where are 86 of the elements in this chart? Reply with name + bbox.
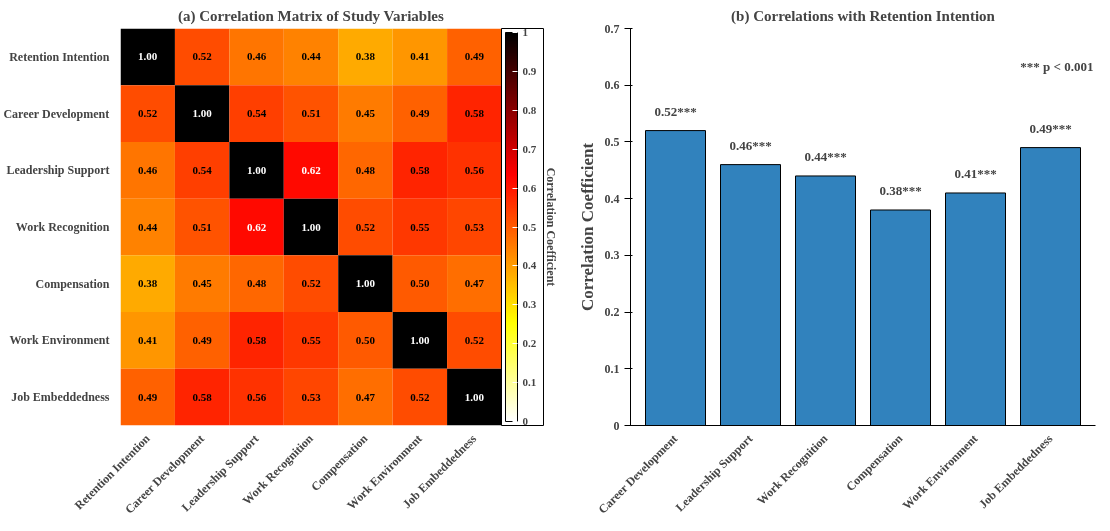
y-tick-label: Leadership Support	[6, 163, 110, 178]
y-tick-label: Work Environment	[9, 333, 110, 348]
data-label: 0.50	[355, 333, 376, 346]
data-label: 0.38	[138, 277, 158, 290]
data-label: 0.62	[246, 220, 267, 233]
data-label: 1.00	[410, 333, 430, 346]
y-tick-label: 0.6	[604, 78, 620, 93]
data-label: 0.62	[301, 163, 322, 176]
data-label: 0.49	[138, 390, 158, 403]
color-bar-label: 0.9	[522, 64, 537, 77]
color-bar-label: 0.8	[522, 103, 537, 116]
y-tick-label: Career Development	[3, 106, 110, 121]
data-label: 0.41***	[954, 165, 997, 181]
data-label: 0.55	[301, 333, 322, 346]
data-label: 0.49***	[1029, 120, 1072, 136]
data-label: 0.53	[464, 220, 485, 233]
data-label: 1.00	[246, 163, 267, 176]
y-tick-label: 0.5	[604, 134, 620, 149]
data-label: 0.49	[410, 107, 430, 120]
data-label: 0.44***	[804, 148, 847, 164]
color-bar-label: 0.3	[522, 298, 537, 311]
y-tick-label: 0	[613, 418, 620, 433]
color-bar-label: 1	[522, 26, 528, 38]
color-bar-label: 0.1	[522, 376, 537, 389]
data-label: 0.46***	[729, 137, 772, 153]
data-label: 0.58	[410, 163, 430, 176]
data-label: 0.46	[138, 163, 158, 176]
data-label: 0.49	[192, 333, 213, 346]
color-bar-label: 0.4	[522, 259, 537, 272]
data-label: 0.47	[355, 390, 376, 403]
color-bar-label: 0.7	[522, 142, 537, 155]
y-tick-label: 0.2	[604, 305, 620, 320]
data-label: 0.38	[355, 50, 376, 63]
data-label: 0.54	[192, 163, 213, 176]
data-label: 0.58	[464, 107, 485, 120]
data-label: 0.46	[246, 50, 267, 63]
chart-title: (a) Correlation Matrix of Study Variables	[177, 7, 445, 25]
color-bar-title: Correlation Coefficient	[543, 167, 558, 287]
y-tick-label: 0.3	[604, 248, 620, 263]
color-bar-label: 0	[522, 415, 529, 427]
data-label: 0.55	[410, 220, 430, 233]
data-label: 0.44	[301, 50, 322, 63]
data-label: 0.45	[355, 107, 376, 120]
data-label: 1.00	[192, 107, 213, 120]
y-tick-label: 0.1	[604, 361, 620, 376]
data-label: 0.54	[246, 107, 267, 120]
y-tick-label: 0.7	[604, 21, 620, 36]
y-tick-label: Compensation	[35, 276, 110, 291]
data-label: 0.48	[355, 163, 376, 176]
data-label: 0.41	[138, 333, 158, 346]
y-tick-label: Work Recognition	[15, 220, 110, 234]
data-label: 0.38***	[879, 182, 922, 198]
y-axis-title: Correlation Coefficient	[577, 142, 597, 312]
annotation: *** p < 0.001	[1020, 58, 1094, 74]
data-label: 0.52	[410, 390, 430, 403]
data-label: 0.52***	[654, 103, 697, 119]
data-label: 0.51	[301, 107, 321, 120]
data-label: 0.49	[464, 50, 485, 63]
data-label: 1.00	[464, 390, 485, 403]
y-tick-label: Retention Intention	[9, 49, 110, 64]
data-label: 0.58	[192, 390, 213, 403]
data-label: 0.52	[464, 333, 485, 346]
data-label: 0.45	[192, 277, 213, 290]
data-label: 0.48	[246, 277, 267, 290]
data-label: 1.00	[138, 50, 158, 63]
color-bar-label: 0.6	[522, 181, 537, 194]
data-label: 0.47	[464, 277, 485, 290]
y-tick-label: Job Embeddedness	[11, 390, 110, 405]
data-label: 0.56	[246, 390, 267, 403]
color-bar-label: 0.2	[522, 337, 537, 350]
data-label: 0.50	[410, 277, 430, 290]
data-label: 0.52	[301, 277, 322, 290]
data-label: 1.00	[355, 277, 376, 290]
data-label: 0.52	[138, 107, 158, 120]
data-label: 0.56	[464, 163, 485, 176]
data-label: 0.52	[192, 50, 213, 63]
color-bar-label: 0.5	[522, 220, 537, 233]
y-tick-label: 0.4	[604, 191, 620, 206]
data-label: 0.51	[192, 220, 212, 233]
chart-title: (b) Correlations with Retention Intention	[731, 7, 996, 25]
data-label: 0.52	[355, 220, 376, 233]
data-label: 0.58	[246, 333, 267, 346]
data-label: 0.53	[301, 390, 322, 403]
data-label: 1.00	[301, 220, 322, 233]
data-label: 0.44	[138, 220, 158, 233]
data-label: 0.41	[410, 50, 430, 63]
